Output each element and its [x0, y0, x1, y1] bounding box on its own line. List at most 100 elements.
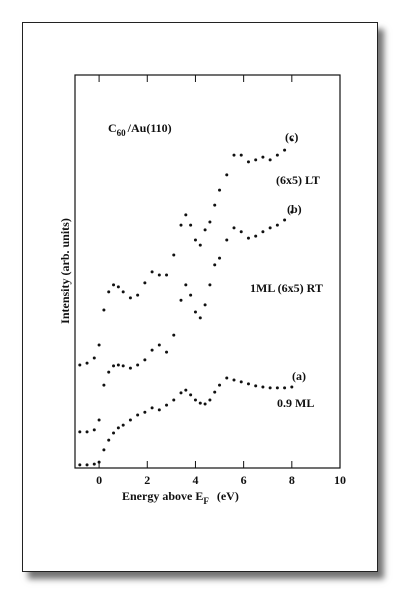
data-point: [157, 408, 161, 412]
data-point: [143, 410, 147, 414]
data-point: [239, 230, 243, 234]
data-point: [275, 153, 279, 157]
data-point: [136, 293, 140, 297]
data-point: [165, 273, 169, 277]
x-tick-label: 8: [289, 473, 295, 487]
data-point: [97, 460, 101, 464]
data-point: [116, 426, 120, 430]
data-point: [128, 366, 132, 370]
data-point: [112, 364, 116, 368]
data-point: [254, 158, 258, 162]
data-point: [268, 158, 272, 162]
data-point: [198, 316, 202, 320]
data-point: [179, 298, 183, 302]
data-point: [232, 226, 236, 230]
data-point: [261, 230, 265, 234]
data-point: [239, 380, 243, 384]
data-point: [225, 238, 229, 242]
data-point: [198, 243, 202, 247]
data-point: [246, 382, 250, 386]
data-point: [189, 393, 193, 397]
data-point: [246, 160, 250, 164]
data-point: [165, 350, 169, 354]
data-point: [225, 376, 229, 380]
data-point: [157, 273, 161, 277]
series-name: (6x5) LT: [276, 173, 320, 187]
data-point: [150, 270, 154, 274]
data-point: [97, 343, 101, 347]
title-subscript: 60: [117, 128, 127, 138]
data-point: [143, 358, 147, 362]
data-point: [203, 228, 207, 232]
data-point: [254, 234, 258, 238]
data-point: [261, 155, 265, 159]
data-point: [121, 290, 125, 294]
data-point: [275, 386, 279, 390]
data-point: [218, 188, 222, 192]
data-point: [193, 310, 197, 314]
data-point: [78, 363, 82, 367]
data-point: [92, 428, 96, 432]
data-point: [283, 218, 287, 222]
data-point: [107, 438, 111, 442]
title-suffix: /Au(110): [127, 121, 172, 135]
data-point: [275, 223, 279, 227]
data-point: [268, 226, 272, 230]
data-point: [208, 283, 212, 287]
data-point: [157, 343, 161, 347]
data-point: [121, 423, 125, 427]
data-point: [290, 210, 294, 214]
data-point: [184, 388, 188, 392]
data-point: [261, 385, 265, 389]
data-point: [112, 283, 116, 287]
data-point: [268, 386, 272, 390]
xlabel-suffix: (eV): [217, 489, 239, 503]
data-point: [92, 356, 96, 360]
data-point: [198, 401, 202, 405]
data-point: [128, 418, 132, 422]
chart-title: C60/Au(110): [108, 121, 172, 138]
data-point: [208, 220, 212, 224]
data-point: [102, 308, 106, 312]
x-tick-label: 4: [192, 473, 198, 487]
data-point: [218, 383, 222, 387]
data-point: [189, 223, 193, 227]
data-point: [213, 263, 217, 267]
data-point: [116, 285, 120, 289]
data-point: [203, 402, 207, 406]
data-point: [246, 236, 250, 240]
data-point: [254, 384, 258, 388]
x-tick-label: 10: [334, 473, 346, 487]
xlabel-subscript: F: [203, 496, 209, 506]
series-tag: (a): [292, 369, 306, 383]
data-point: [165, 403, 169, 407]
figure-card: [22, 22, 378, 572]
data-point: [121, 364, 125, 368]
series-tag: (c): [285, 130, 298, 144]
data-point: [150, 348, 154, 352]
x-tick-label: 2: [144, 473, 150, 487]
data-point: [143, 281, 147, 285]
data-point: [213, 390, 217, 394]
data-point: [85, 430, 89, 434]
series-tag: (b): [287, 202, 302, 216]
x-tick-label: 0: [96, 473, 102, 487]
plot-frame: [74, 74, 341, 469]
data-point: [283, 148, 287, 152]
x-axis-label: Energy above EF (eV): [122, 489, 239, 506]
data-point: [203, 303, 207, 307]
data-point: [184, 283, 188, 287]
data-point: [283, 386, 287, 390]
data-point: [232, 153, 236, 157]
data-point: [172, 333, 176, 337]
data-point: [102, 383, 106, 387]
data-point: [78, 430, 82, 434]
data-point: [193, 398, 197, 402]
data-point: [107, 290, 111, 294]
xlabel-base: Energy above E: [122, 489, 203, 503]
x-tick-label: 6: [241, 473, 247, 487]
data-point: [85, 463, 89, 467]
data-point: [179, 223, 183, 227]
data-point: [189, 293, 193, 297]
